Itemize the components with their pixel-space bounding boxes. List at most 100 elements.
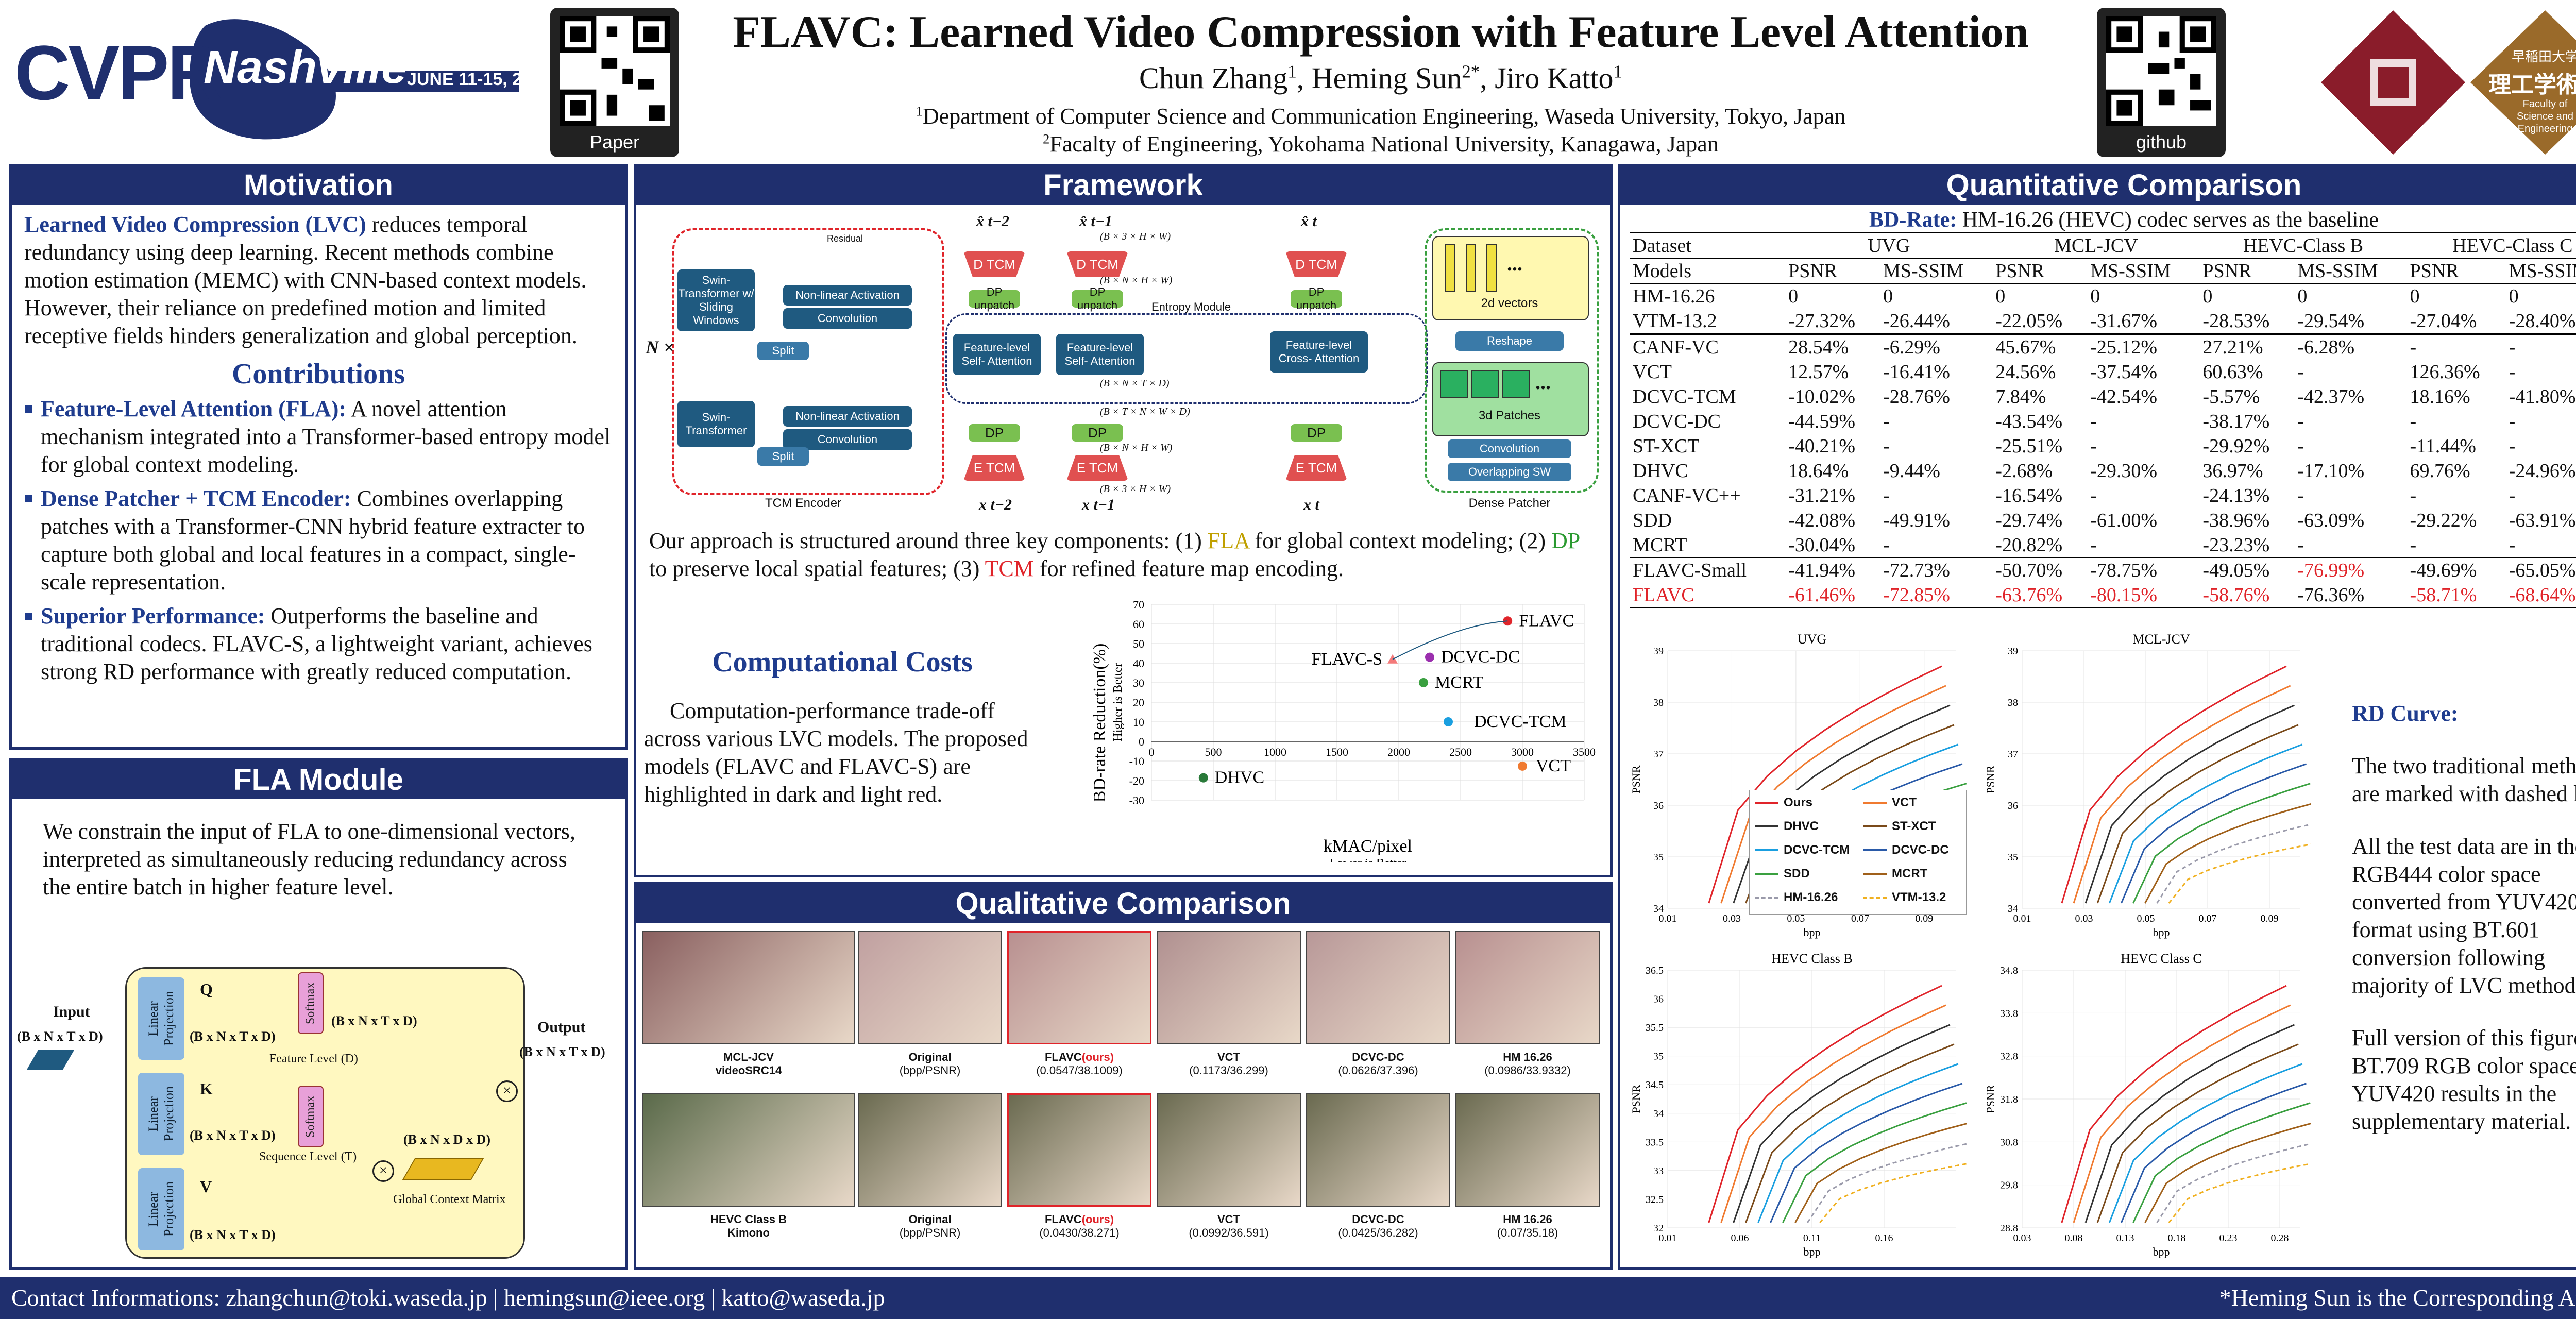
fl-self-attention: Feature-level Self- Attention [953,334,1041,375]
fl-self-attention: Feature-level Self- Attention [1056,334,1144,375]
point-label: FLAVC [1519,611,1574,630]
table-cell: 0 [2410,285,2420,307]
legend-swatch [1863,873,1887,875]
legend-swatch [1863,802,1887,804]
point-dcvc-tcm [1444,717,1453,726]
dim-label: (B × 3 × H × W) [1100,231,1171,242]
table-cell: -65.05% [2509,560,2576,581]
table-cell: 18.64% [1788,460,1849,482]
point-label: DCVC-DC [1441,648,1520,667]
xhat-t1: x̂ t−1 [1079,213,1113,230]
legend-label: VCT [1892,796,1917,809]
x-tick-label: 0.09 [1915,913,1933,924]
table-cell: -38.17% [2202,411,2270,432]
crop-caption: MCL-JCV videoSRC14 [715,1051,782,1077]
table-cell: CANF-VC [1633,336,1719,358]
point-label: MCRT [1435,673,1484,692]
series-line [2108,1063,2303,1223]
table-cell: PSNR [2202,260,2252,282]
x-t2: x t−2 [979,496,1012,513]
fla-output-dim: (B x N x T x D) [519,1044,605,1059]
bd-table-wrap: Dataset UVG MCL-JCV HEVC-Class B HEVC-Class … [1620,232,2576,608]
series-line [2084,1024,2295,1223]
x-tick-label: 500 [1205,746,1222,758]
table-row: MCRT -30.04% - -20.82% - -23.23% - - - [1630,533,2576,558]
table-cell: -63.91% [2509,510,2576,531]
multiply-icon: × [496,1080,518,1102]
osw-block: Overlapping SW [1448,463,1571,481]
legend-item: VTM-13.2 [1863,890,1946,905]
legend-swatch [1863,849,1887,851]
x-t1: x t−1 [1082,496,1115,513]
poster-title: FLAVC: Learned Video Compression with Fe… [733,7,2029,57]
table-cell: DCVC-TCM [1633,386,1736,408]
table-cell: ST-XCT [1633,435,1700,457]
entropy-label: Entropy Module [1151,300,1231,313]
affiliation-2: 2Facalty of Engineering, Yokohama Nation… [1043,131,1719,157]
qr-github[interactable]: github [2097,8,2226,157]
table-row: CANF-VC 28.54% -6.29% 45.67% -25.12% 27.21% -6… [1630,334,2576,360]
etcm-block: E TCM [1285,455,1347,481]
series-line [1745,1043,1955,1223]
q-label: Q [200,980,213,999]
table-cell: - [2509,485,2516,506]
table-cell: 45.67% [1995,336,2056,358]
legend-item: DCVC-TCM [1755,843,1850,857]
rd-title: RD Curve: [2352,701,2459,726]
x-tick-label: 1500 [1326,746,1348,758]
legend-label: HM-16.26 [1784,890,1838,904]
table-cell: - [2297,411,2304,432]
table-cell: -72.85% [1883,584,1950,606]
y-tick-label: 35 [1653,852,1664,863]
table-cell: - [2297,361,2304,383]
table-cell: SDD [1633,510,1672,531]
etcm-block: E TCM [963,455,1025,481]
fla-title: FLA Module [12,761,625,799]
table-cell: PSNR [1788,260,1838,282]
crop-image [1157,931,1301,1044]
y-tick-label: 31.8 [2000,1094,2018,1105]
table-row: DHVC 18.64% -9.44% -2.68% -29.30% 36.97% -17.1… [1630,459,2576,483]
table-cell: - [2090,435,2097,457]
y-tick-label: 10 [1133,716,1144,729]
x-tick-label: 3000 [1511,746,1534,758]
swin-block: Swin-Transformer [677,401,755,447]
x-t: x t [1303,496,1319,513]
point-label: FLAVC-S [1312,650,1382,669]
series-line [2168,1163,2311,1223]
series-line [1708,665,1942,904]
table-cell: -72.73% [1883,560,1950,581]
x-tick-label: 0.03 [1723,913,1741,924]
table-row: VTM-13.2 -27.32% -26.44% -22.05% -31.67% -28.… [1630,309,2576,334]
table-cell: -27.32% [1788,310,1855,332]
crop-image [1455,931,1600,1044]
series-line [1782,1102,1967,1223]
table-cell: - [2509,411,2516,432]
x-tick-label: 0.03 [2075,913,2093,924]
table-cell: -29.22% [2410,510,2477,531]
legend-swatch [1755,849,1778,851]
dp-block: DP [1291,424,1342,442]
table-cell: - [2509,336,2516,358]
patch-icon [1440,370,1468,398]
table-cell: 28.54% [1788,336,1849,358]
legend-item: Ours [1755,796,1812,810]
table-cell: -20.82% [1995,534,2063,556]
qr-paper[interactable]: Paper [550,8,679,157]
table-row: DCVC-TCM -10.02% -28.76% 7.84% -42.54% -5.57%… [1630,384,2576,409]
table-cell: DCVC-DC [1633,411,1721,432]
x-tick-label: 0.01 [1659,913,1677,924]
x-tick-label: 0.16 [1875,1232,1893,1244]
footer: Contact Informations: zhangchun@toki.was… [0,1277,2576,1319]
vector-icon [1486,244,1497,292]
qr-paper-caption: Paper [589,131,640,153]
table-row: DCVC-DC -44.59% - -43.54% - -38.17% - - - [1630,409,2576,434]
series-line [2084,704,2295,904]
contributions-title: Contributions [231,358,405,390]
dense-patcher-label: Dense Patcher [1468,496,1551,510]
y-axis-note: Higher is Better [1111,663,1125,741]
y-tick-label: 36.5 [1646,965,1664,976]
qr-code-icon [2106,16,2216,126]
y-tick-label: 33.5 [1646,1137,1664,1148]
y-tick-label: 20 [1133,696,1144,709]
